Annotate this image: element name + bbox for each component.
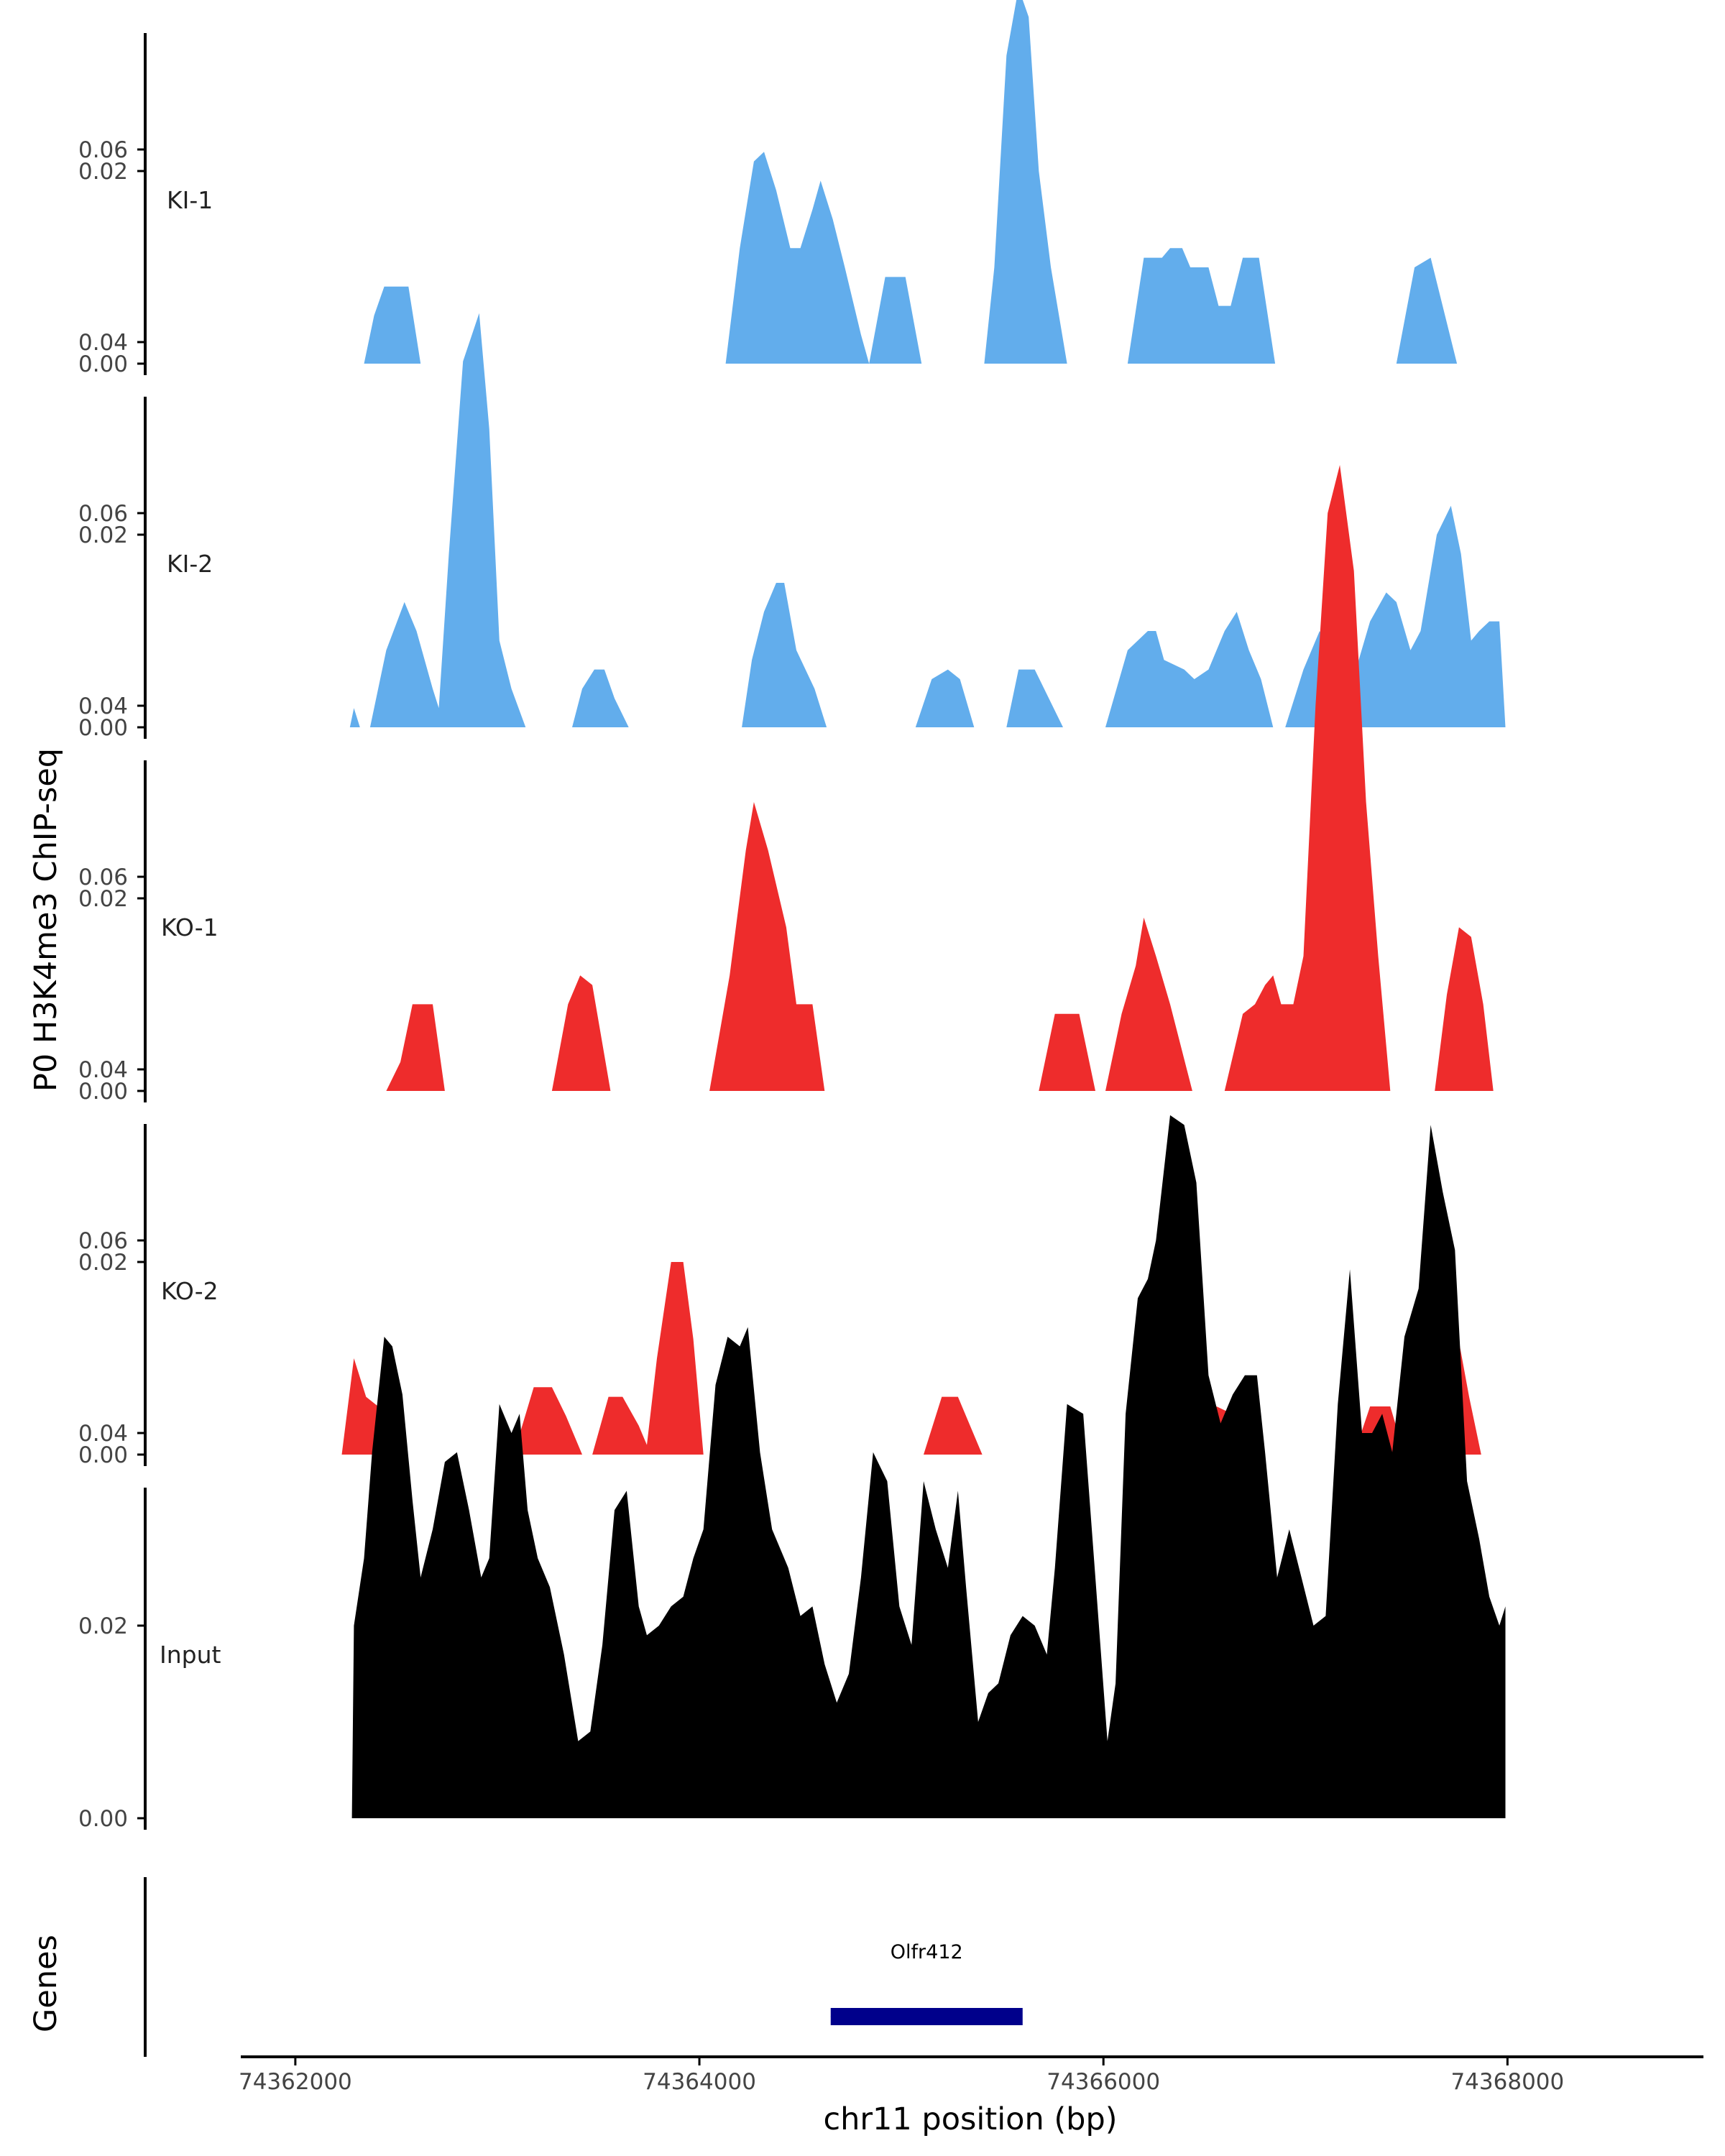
signal-area xyxy=(341,1262,1481,1455)
y-tick-label: 0.06 xyxy=(78,501,128,527)
genes-panel: Olfr412 xyxy=(144,1877,1023,2057)
y-tick-label: 0.02 xyxy=(78,886,128,912)
x-tick-label: 74368000 xyxy=(1450,2069,1564,2095)
track-label: KI-2 xyxy=(167,550,213,578)
y-tick-label: 0.06 xyxy=(78,865,128,890)
y-tick-label: 0.00 xyxy=(78,351,128,377)
y-tick-label: 0.02 xyxy=(78,159,128,185)
y-tick-label: 0.04 xyxy=(78,1057,128,1083)
y-tick-label: 0.06 xyxy=(78,1228,128,1254)
y-tick-label: 0.04 xyxy=(78,330,128,356)
x-tick-label: 74364000 xyxy=(643,2069,756,2095)
y-tick-label: 0.06 xyxy=(78,137,128,163)
track-label: KO-1 xyxy=(161,913,218,941)
signal-area xyxy=(364,0,1458,364)
y-tick-label: 0.00 xyxy=(78,1806,128,1832)
strand-arrow-icon xyxy=(830,2009,839,2024)
x-tick-label: 74366000 xyxy=(1046,2069,1160,2095)
track-label: KI-1 xyxy=(167,186,213,214)
y-tick-label: 0.02 xyxy=(78,1250,128,1276)
x-axis-title: chr11 position (bp) xyxy=(823,2101,1117,2137)
signal-area xyxy=(351,1115,1506,1818)
track-label: Input xyxy=(160,1641,221,1669)
track-label: KO-2 xyxy=(161,1277,218,1305)
track-ko-1: 0.00 0.02 0.04 0.06 KO-1 xyxy=(78,465,1494,1105)
track-ko-2: 0.00 0.02 0.04 0.06 KO-2 xyxy=(78,865,1481,1468)
x-tick-label: 74362000 xyxy=(239,2069,352,2095)
chip-seq-tracks: 0.00 0.02 0.04 0.06 KI-1 0.00 0.02 0.04 0.06 KI-2… xyxy=(78,0,1506,1832)
genes-axis-title: Genes xyxy=(28,1935,64,2032)
y-tick-label: 0.00 xyxy=(78,1442,128,1468)
gene-body xyxy=(830,2008,1023,2025)
gene-label: Olfr412 xyxy=(891,1941,963,1963)
y-tick-label: 0.02 xyxy=(78,1613,128,1639)
track-input: 0.00 0.02 0.04 0.06 Input xyxy=(78,1115,1506,1832)
track-ki-2: 0.00 0.02 0.04 0.06 KI-2 xyxy=(78,137,1506,741)
x-axis: 74362000 74364000 74366000 74368000 xyxy=(239,2055,1703,2095)
y-tick-label: 0.00 xyxy=(78,715,128,741)
y-tick-label: 0.04 xyxy=(78,694,128,719)
track-ki-1: 0.00 0.02 0.04 0.06 KI-1 xyxy=(78,0,1458,377)
y-axis-title: P0 H3K4me3 ChIP-seq xyxy=(28,748,64,1092)
signal-area xyxy=(349,313,1506,727)
y-tick-label: 0.00 xyxy=(78,1079,128,1105)
y-tick-label: 0.02 xyxy=(78,522,128,548)
signal-area xyxy=(386,465,1494,1091)
y-tick-label: 0.04 xyxy=(78,1421,128,1447)
